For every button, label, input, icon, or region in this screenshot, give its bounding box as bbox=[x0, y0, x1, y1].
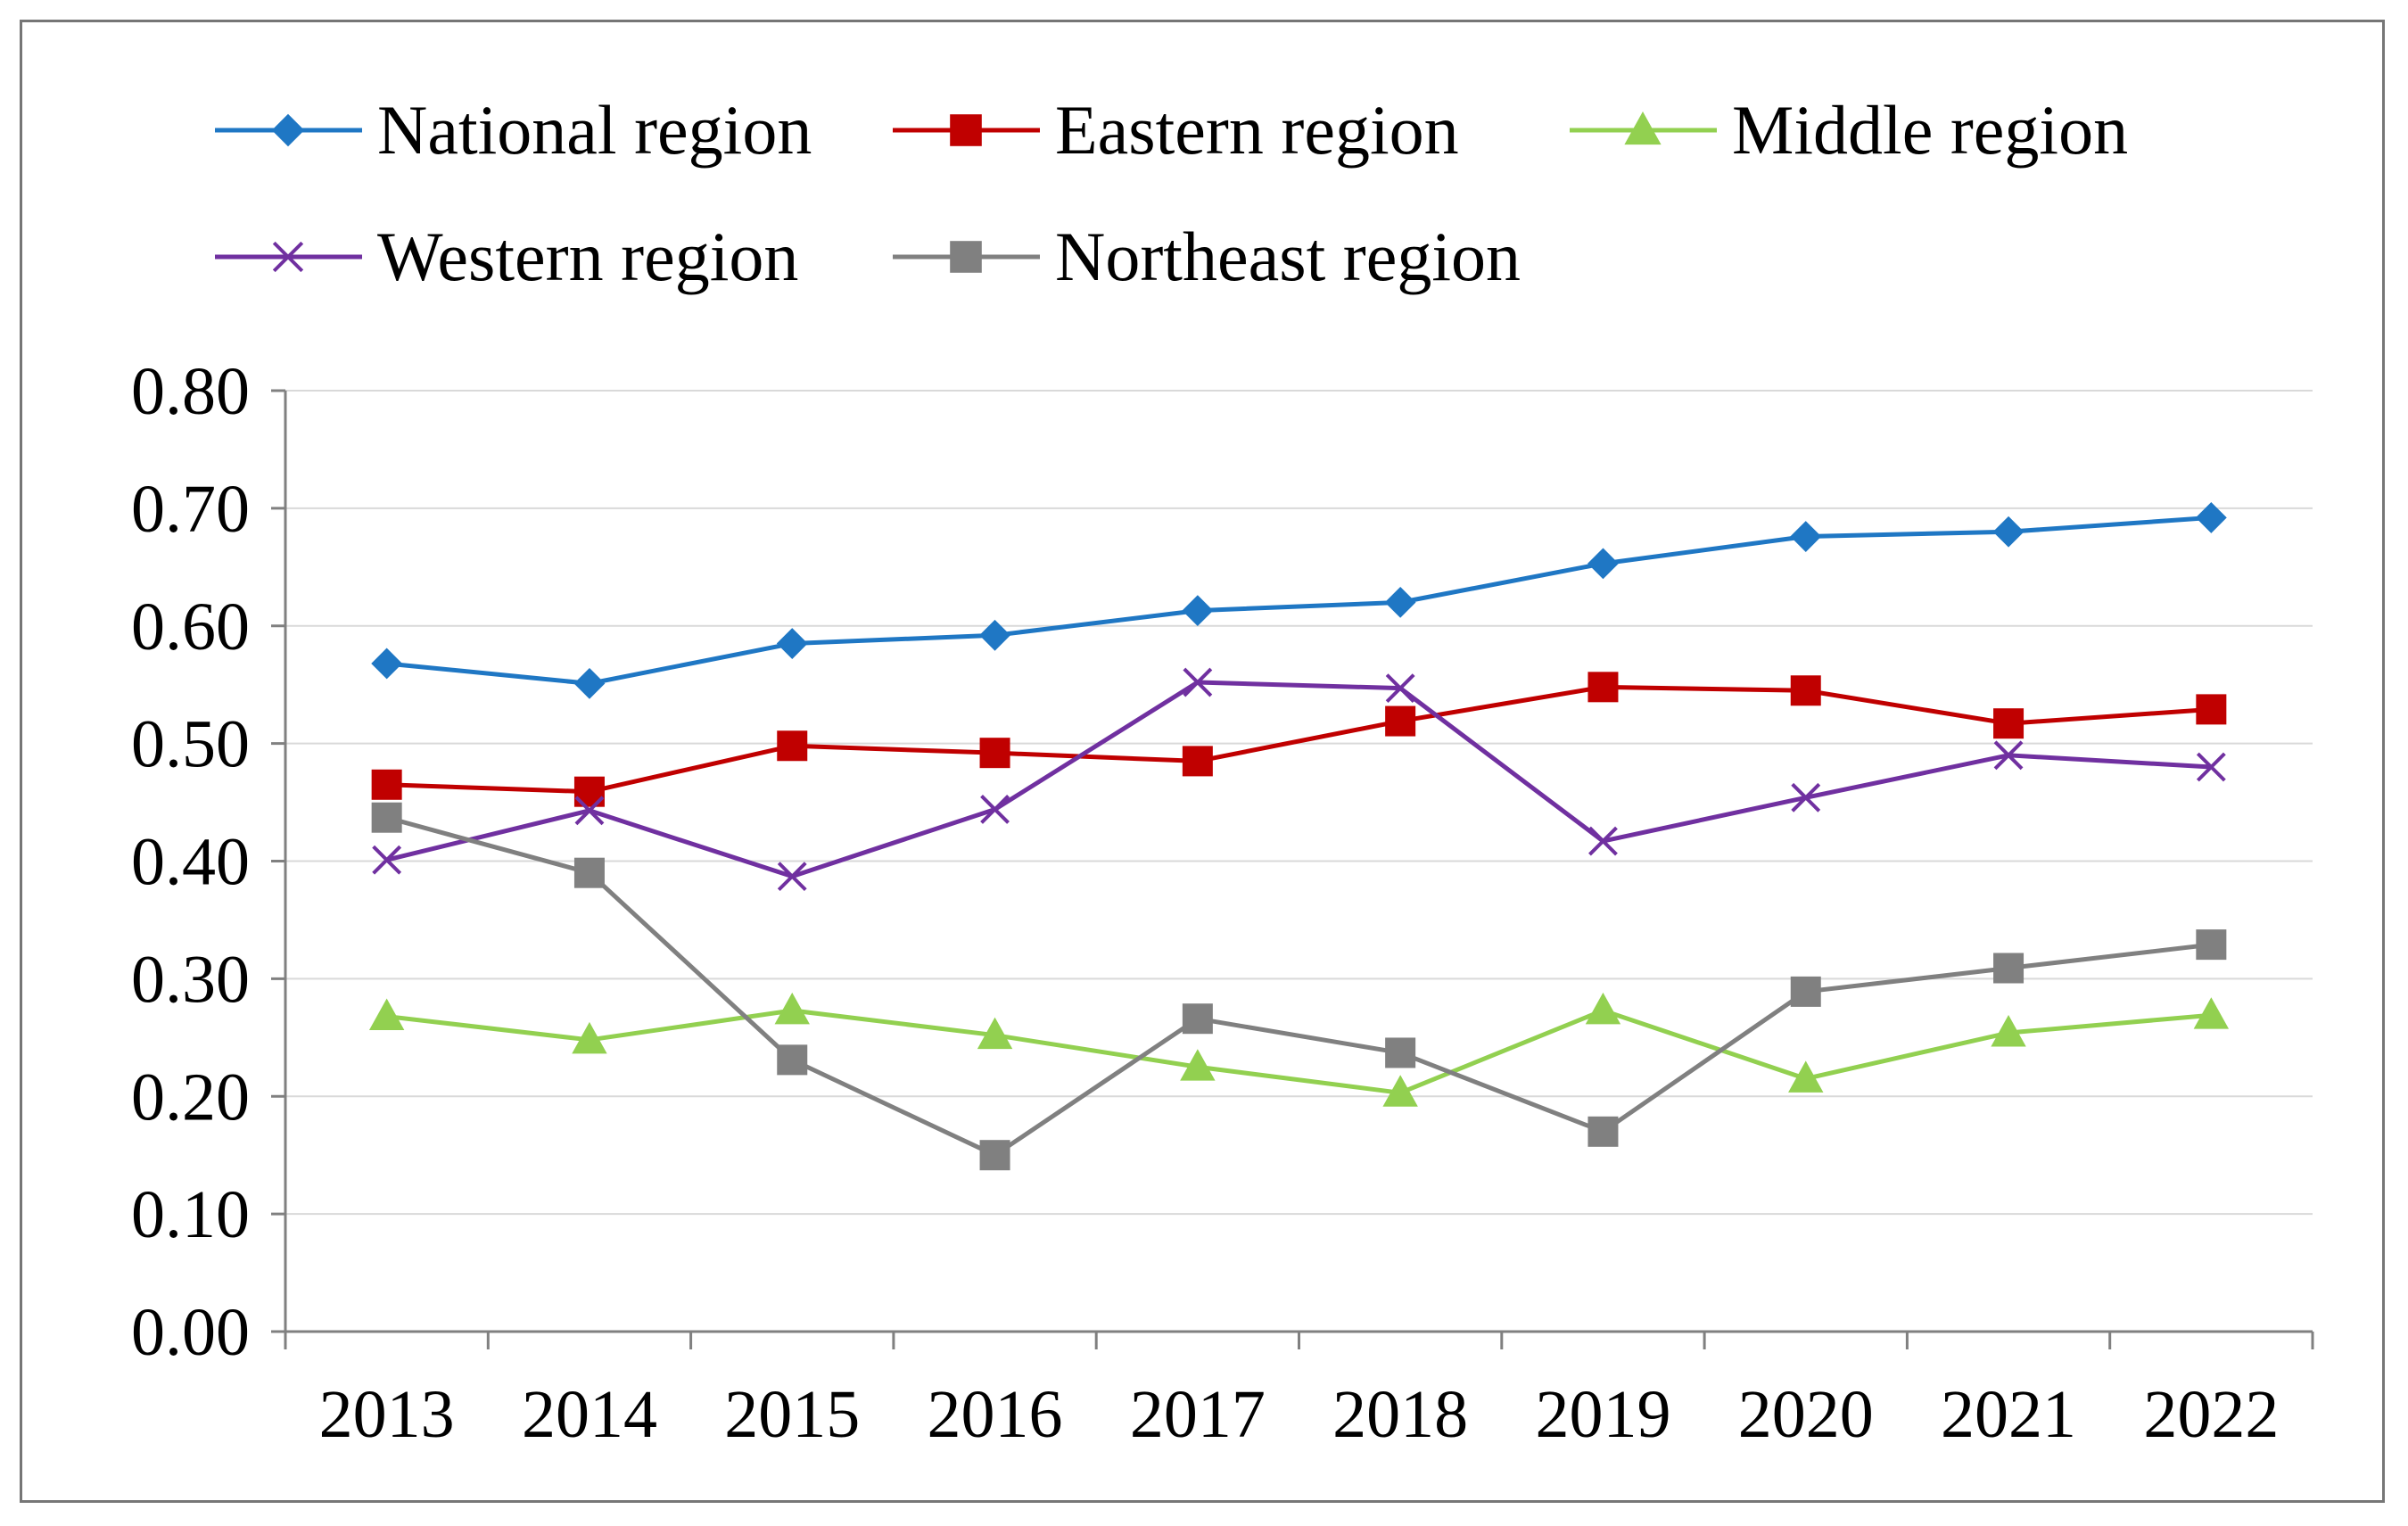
data-point bbox=[1587, 672, 1619, 703]
x-tick-label: 2021 bbox=[1941, 1377, 2076, 1452]
series-line bbox=[386, 684, 2212, 795]
y-tick-label: 0.00 bbox=[131, 1295, 250, 1370]
data-point bbox=[777, 1044, 808, 1076]
data-point bbox=[573, 667, 606, 699]
series-line bbox=[386, 515, 2212, 686]
legend-entry: National region bbox=[215, 91, 812, 169]
data-point bbox=[371, 802, 402, 833]
data-point bbox=[2195, 502, 2227, 533]
data-point bbox=[1384, 586, 1416, 618]
data-point bbox=[1790, 976, 1821, 1007]
x-tick-label: 2022 bbox=[2143, 1377, 2279, 1452]
data-point bbox=[1382, 1075, 1418, 1107]
y-tick-label: 0.70 bbox=[131, 472, 250, 547]
data-point bbox=[1385, 673, 1415, 704]
data-point bbox=[371, 769, 402, 800]
data-point bbox=[1588, 826, 1618, 856]
data-point bbox=[372, 845, 402, 875]
y-tick-label: 0.60 bbox=[131, 590, 250, 664]
series-line bbox=[385, 815, 2212, 1158]
y-tick-label: 0.40 bbox=[131, 825, 250, 900]
legend-marker bbox=[272, 241, 304, 273]
legend-label: Northeast region bbox=[1055, 218, 1521, 295]
data-point bbox=[1182, 595, 1214, 627]
data-point bbox=[1791, 782, 1821, 812]
data-point bbox=[1788, 1060, 1824, 1093]
series-line bbox=[386, 1008, 2212, 1095]
data-point bbox=[777, 730, 808, 762]
data-point bbox=[777, 862, 807, 892]
data-point bbox=[1585, 992, 1621, 1025]
data-point bbox=[371, 648, 403, 680]
legend-entry: Western region bbox=[215, 218, 798, 295]
data-point bbox=[979, 619, 1010, 651]
series-line bbox=[386, 680, 2212, 879]
x-tick-label: 2017 bbox=[1130, 1377, 1266, 1452]
data-point bbox=[368, 998, 405, 1030]
data-point bbox=[980, 795, 1010, 824]
data-point bbox=[1992, 516, 2025, 548]
legend-label: Eastern region bbox=[1055, 91, 1459, 169]
legend-marker bbox=[950, 114, 982, 146]
data-point bbox=[1993, 708, 2025, 739]
x-tick-label: 2020 bbox=[1738, 1377, 1874, 1452]
legend-entry: Northeast region bbox=[893, 218, 1521, 295]
legend-marker bbox=[1624, 111, 1662, 145]
data-point bbox=[1587, 1116, 1619, 1147]
legend-entry: Eastern region bbox=[893, 91, 1459, 169]
data-point bbox=[1991, 1014, 2026, 1047]
data-point bbox=[573, 857, 605, 888]
legend-entry: Middle region bbox=[1570, 91, 2128, 169]
data-point bbox=[1385, 705, 1416, 737]
y-tick-label: 0.20 bbox=[131, 1060, 250, 1134]
data-point bbox=[1182, 746, 1213, 777]
x-tick-label: 2015 bbox=[724, 1377, 860, 1452]
x-tick-label: 2019 bbox=[1535, 1377, 1670, 1452]
series-national-region bbox=[371, 502, 2227, 699]
data-point bbox=[2193, 997, 2230, 1029]
y-tick-label: 0.30 bbox=[131, 942, 250, 1017]
data-point bbox=[1790, 675, 1821, 706]
data-point bbox=[776, 628, 808, 659]
data-point bbox=[979, 738, 1010, 769]
data-point bbox=[1385, 1037, 1416, 1068]
data-point bbox=[572, 1021, 607, 1054]
data-point bbox=[1993, 953, 2025, 984]
y-tick-label: 0.50 bbox=[131, 707, 250, 782]
data-point bbox=[2196, 929, 2227, 961]
x-tick-label: 2014 bbox=[522, 1377, 657, 1452]
legend-label: National region bbox=[377, 91, 812, 169]
legend-label: Middle region bbox=[1732, 91, 2128, 169]
y-tick-label: 0.10 bbox=[131, 1177, 250, 1252]
legend-marker bbox=[950, 241, 982, 273]
chart-frame: 0.00 0.10 0.20 0.30 0.40 0.50 0.60 0.70 0.80 2013… bbox=[20, 20, 2385, 1503]
line-chart: 0.00 0.10 0.20 0.30 0.40 0.50 0.60 0.70 0.80 2013… bbox=[131, 91, 2314, 1452]
series-western-region bbox=[372, 667, 2226, 892]
data-point bbox=[2196, 752, 2226, 782]
data-point bbox=[977, 1017, 1013, 1050]
x-tick-label: 2018 bbox=[1332, 1377, 1468, 1452]
legend-label: Western region bbox=[377, 218, 798, 295]
data-point bbox=[1587, 548, 1619, 580]
legend-marker bbox=[271, 113, 305, 147]
data-point bbox=[1182, 1003, 1213, 1035]
data-point bbox=[1180, 1049, 1216, 1081]
data-point bbox=[979, 1140, 1010, 1171]
series-eastern-region bbox=[371, 672, 2227, 807]
data-point bbox=[1183, 667, 1213, 697]
series-northeast-region bbox=[371, 802, 2227, 1171]
data-point bbox=[574, 796, 605, 826]
data-point bbox=[2196, 694, 2227, 725]
data-point bbox=[1993, 740, 2024, 771]
data-point bbox=[774, 992, 810, 1025]
series-middle-region bbox=[368, 992, 2230, 1107]
x-tick-label: 2016 bbox=[928, 1377, 1063, 1452]
x-tick-label: 2013 bbox=[319, 1377, 455, 1452]
data-point bbox=[1790, 521, 1822, 552]
y-tick-label: 0.80 bbox=[131, 354, 250, 429]
